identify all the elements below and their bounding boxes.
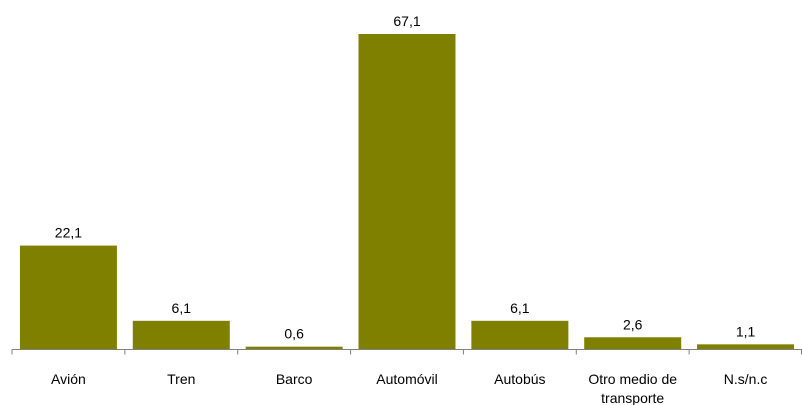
x-axis: [11, 349, 802, 355]
bar-3: [358, 34, 456, 350]
category-label-5: Otro medio de transporte: [588, 371, 677, 405]
bar-2: [245, 346, 343, 350]
value-label-3: 67,1: [393, 13, 420, 29]
value-label-6: 1,1: [736, 323, 756, 339]
category-label-1: Tren: [167, 371, 195, 387]
bar-1: [132, 320, 230, 350]
category-label-4: Autobús: [494, 371, 545, 387]
value-label-1: 6,1: [172, 300, 192, 316]
value-label-5: 2,6: [623, 316, 643, 332]
category-label-6: N.s/n.c: [724, 371, 768, 387]
value-label-2: 0,6: [284, 326, 304, 342]
bar-6: [697, 344, 795, 350]
bar-4: [471, 320, 569, 350]
category-label-2: Barco: [276, 371, 313, 387]
bars-group: [19, 34, 795, 350]
bar-5: [584, 337, 682, 350]
category-label-0: Avión: [51, 371, 86, 387]
category-label-3: Automóvil: [376, 371, 437, 387]
value-label-0: 22,1: [55, 225, 82, 241]
bar-0: [19, 245, 117, 350]
category-labels-group: Avión Tren Barco Automóvil Autobús Otro medio…: [51, 371, 767, 405]
value-label-4: 6,1: [510, 300, 530, 316]
value-labels-group: 22,1 6,1 0,6 67,1 6,1 2,6 1,1: [55, 13, 756, 342]
